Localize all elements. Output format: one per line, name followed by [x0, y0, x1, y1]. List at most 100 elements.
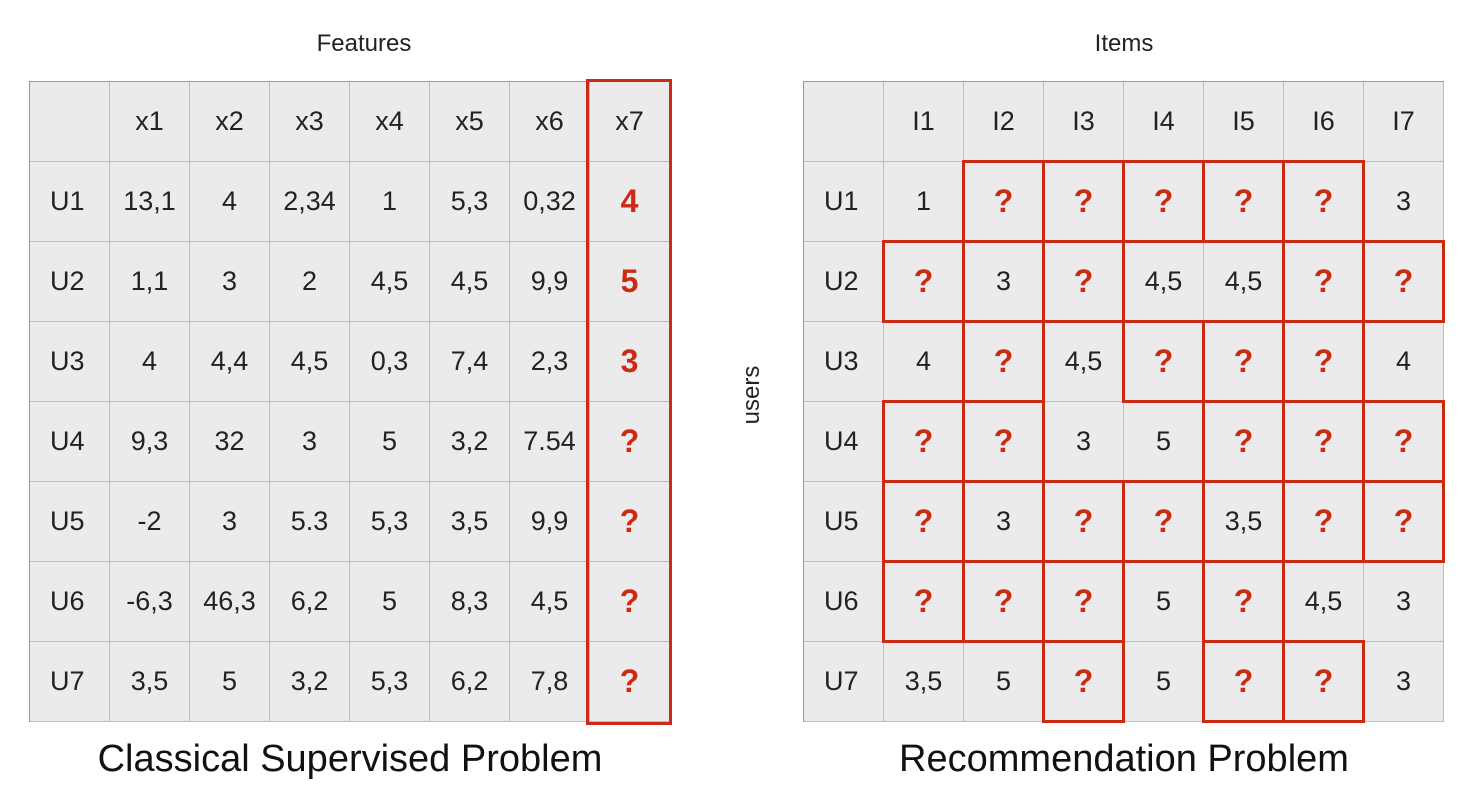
- unknown-value-cell: ?: [882, 560, 965, 643]
- unknown-value-cell: ?: [1362, 480, 1445, 563]
- value-cell: 5: [190, 642, 270, 722]
- value-cell: 3: [1364, 162, 1444, 242]
- column-header: I1: [884, 82, 964, 162]
- row-header: U2: [804, 242, 884, 322]
- value-cell: 3: [1044, 402, 1124, 482]
- value-cell: 7,4: [430, 322, 510, 402]
- unknown-value-cell: ?: [962, 160, 1045, 243]
- row-header: U5: [804, 482, 884, 562]
- row-header: U1: [804, 162, 884, 242]
- value-cell: 4,5: [350, 242, 430, 322]
- value-cell: 6,2: [270, 562, 350, 642]
- column-header: I6: [1284, 82, 1364, 162]
- value-cell: 2: [270, 242, 350, 322]
- column-header: x1: [110, 82, 190, 162]
- unknown-value-cell: ?: [1042, 640, 1125, 723]
- value-cell: 46,3: [190, 562, 270, 642]
- value-cell: 6,2: [430, 642, 510, 722]
- row-header: U4: [804, 402, 884, 482]
- value-cell: 3: [190, 242, 270, 322]
- value-cell: 5: [964, 642, 1044, 722]
- unknown-value-cell: ?: [962, 560, 1045, 643]
- corner-cell: [804, 82, 884, 162]
- value-cell: 4,5: [510, 562, 590, 642]
- value-cell: 4: [590, 162, 670, 242]
- value-cell: 4: [884, 322, 964, 402]
- unknown-value-cell: ?: [590, 562, 670, 642]
- value-cell: 4,5: [270, 322, 350, 402]
- row-header: U6: [804, 562, 884, 642]
- value-cell: 32: [190, 402, 270, 482]
- value-cell: -6,3: [110, 562, 190, 642]
- unknown-value-cell: ?: [1282, 320, 1365, 403]
- value-cell: 5,3: [350, 642, 430, 722]
- row-header: U3: [30, 322, 110, 402]
- supervised-caption: Classical Supervised Problem: [97, 738, 603, 780]
- value-cell: 1: [350, 162, 430, 242]
- unknown-value-cell: ?: [1202, 560, 1285, 643]
- unknown-value-cell: ?: [1042, 240, 1125, 323]
- column-header: x4: [350, 82, 430, 162]
- value-cell: 4: [1364, 322, 1444, 402]
- value-cell: 5,3: [350, 482, 430, 562]
- value-cell: 4,5: [430, 242, 510, 322]
- unknown-value-cell: ?: [1202, 160, 1285, 243]
- value-cell: 0,3: [350, 322, 430, 402]
- items-label: Items: [1094, 30, 1154, 57]
- value-cell: -2: [110, 482, 190, 562]
- value-cell: 3: [1364, 642, 1444, 722]
- value-cell: 7,8: [510, 642, 590, 722]
- unknown-value-cell: ?: [1202, 400, 1285, 483]
- row-header: U7: [804, 642, 884, 722]
- unknown-value-cell: ?: [590, 642, 670, 722]
- column-header: I5: [1204, 82, 1284, 162]
- value-cell: 5: [350, 402, 430, 482]
- unknown-value-cell: ?: [1042, 480, 1125, 563]
- unknown-value-cell: ?: [1122, 320, 1205, 403]
- unknown-value-cell: ?: [1282, 240, 1365, 323]
- value-cell: 3,5: [1204, 482, 1284, 562]
- value-cell: 3,5: [884, 642, 964, 722]
- unknown-value-cell: ?: [1362, 240, 1445, 323]
- features-label: Features: [316, 30, 412, 57]
- value-cell: 2,34: [270, 162, 350, 242]
- unknown-value-cell: ?: [1202, 320, 1285, 403]
- value-cell: 3: [590, 322, 670, 402]
- value-cell: 4,5: [1284, 562, 1364, 642]
- unknown-value-cell: ?: [590, 482, 670, 562]
- column-header: I3: [1044, 82, 1124, 162]
- value-cell: 3,5: [430, 482, 510, 562]
- value-cell: 8,3: [430, 562, 510, 642]
- unknown-value-cell: ?: [1282, 160, 1365, 243]
- unknown-value-cell: ?: [1122, 160, 1205, 243]
- column-header: x2: [190, 82, 270, 162]
- value-cell: 3: [1364, 562, 1444, 642]
- value-cell: 9,9: [510, 242, 590, 322]
- value-cell: 4: [110, 322, 190, 402]
- value-cell: 5: [1124, 562, 1204, 642]
- unknown-value-cell: ?: [962, 320, 1045, 403]
- row-header: U6: [30, 562, 110, 642]
- value-cell: 5,3: [430, 162, 510, 242]
- unknown-value-cell: ?: [882, 240, 965, 323]
- unknown-value-cell: ?: [1042, 160, 1125, 243]
- unknown-value-cell: ?: [1362, 400, 1445, 483]
- value-cell: 5: [1124, 402, 1204, 482]
- value-cell: 4,5: [1124, 242, 1204, 322]
- value-cell: 5: [1124, 642, 1204, 722]
- unknown-value-cell: ?: [1202, 640, 1285, 723]
- row-header: U5: [30, 482, 110, 562]
- value-cell: 2,3: [510, 322, 590, 402]
- unknown-value-cell: ?: [882, 400, 965, 483]
- value-cell: 3: [270, 402, 350, 482]
- unknown-value-cell: ?: [590, 402, 670, 482]
- users-label: users: [738, 365, 765, 425]
- column-header: x3: [270, 82, 350, 162]
- recommendation-caption: Recommendation Problem: [899, 738, 1349, 780]
- row-header: U1: [30, 162, 110, 242]
- unknown-value-cell: ?: [882, 480, 965, 563]
- column-header: I2: [964, 82, 1044, 162]
- value-cell: 9,3: [110, 402, 190, 482]
- row-header: U7: [30, 642, 110, 722]
- value-cell: 4,5: [1204, 242, 1284, 322]
